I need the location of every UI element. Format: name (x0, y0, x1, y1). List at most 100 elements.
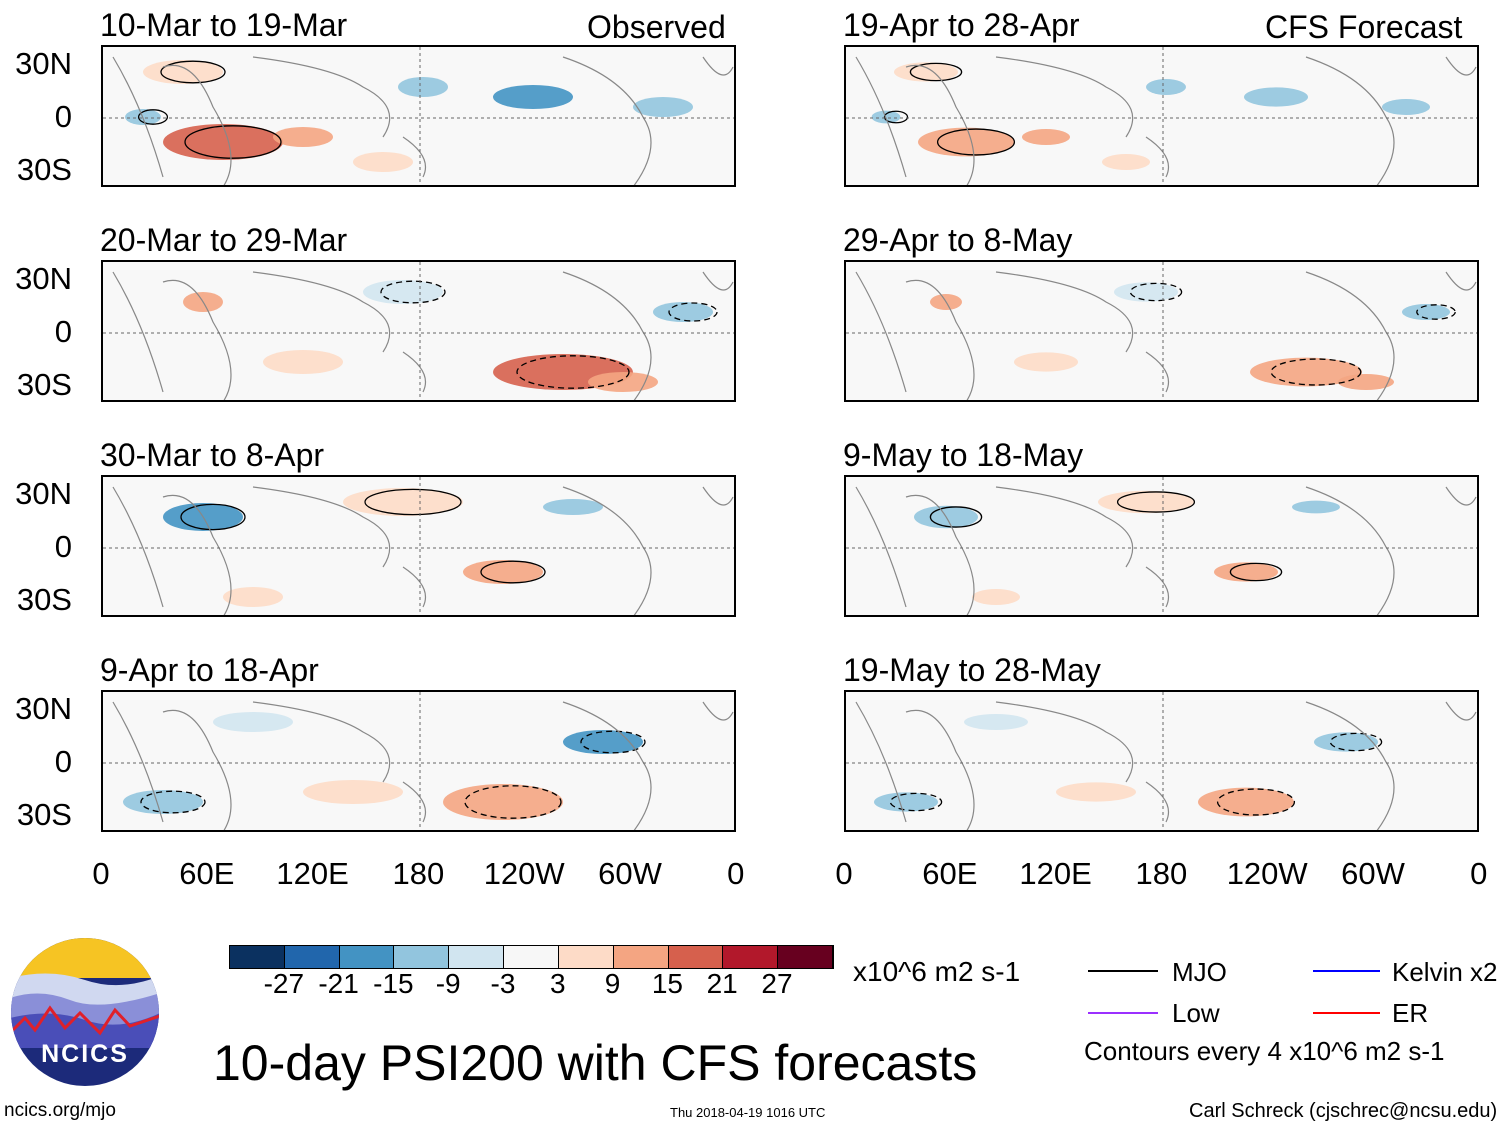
map-panel-observed-1 (101, 45, 736, 187)
anomaly-shading (1022, 129, 1070, 145)
mjo-contour (580, 730, 646, 754)
coastlines (112, 486, 734, 615)
figure-title: 10-day PSI200 with CFS forecasts (213, 1035, 978, 1091)
lon-tick: 180 (392, 856, 445, 891)
legend-label-er: ER (1392, 998, 1429, 1028)
anomaly-shading (1338, 374, 1394, 390)
mjo-contour (516, 355, 630, 389)
lon-tick: 0 (727, 856, 745, 891)
lon-tick: 60W (598, 856, 662, 891)
anomaly-shading (1402, 304, 1450, 320)
coastlines (112, 56, 734, 185)
anomaly-shading (223, 587, 283, 607)
mjo-contour (1416, 304, 1456, 320)
map-panel-observed-2 (101, 260, 736, 402)
lat-tick: 30S (16, 582, 72, 617)
lat-tick: 30S (16, 797, 72, 832)
lat-tick: 30S (16, 152, 72, 187)
mjo-contour (140, 790, 206, 814)
mjo-contour (160, 60, 226, 84)
mjo-contour (1116, 491, 1196, 513)
legend-line-er (1313, 1012, 1380, 1014)
colorbar-label: 3 (550, 968, 566, 999)
anomaly-shading (588, 372, 658, 392)
timestamp: Thu 2018-04-19 1016 UTC (670, 1105, 826, 1120)
mjo-contour (1129, 282, 1183, 302)
panel-title: 29-Apr to 8-May (843, 222, 1073, 258)
mjo-contour (936, 128, 1016, 156)
anomaly-shading (1314, 732, 1378, 752)
mjo-contour (1229, 562, 1283, 582)
colorbar (229, 945, 834, 969)
colorbar-label: -21 (318, 968, 359, 999)
anomaly-shading (1102, 154, 1150, 170)
colorbar-swatch (778, 946, 833, 968)
mjo-contour (1216, 788, 1296, 816)
anomaly-shading (1214, 562, 1278, 582)
coastlines (855, 701, 1477, 830)
map-panel-observed-3 (101, 475, 736, 617)
colorbar-swatch (558, 946, 614, 968)
site-url[interactable]: ncics.org/mjo (4, 1100, 116, 1121)
coastlines (112, 271, 734, 400)
legend-label-mjo: MJO (1172, 957, 1227, 987)
lat-tick: 30S (16, 367, 72, 402)
legend-line-mjo (1088, 970, 1158, 972)
lat-tick: 0 (54, 314, 72, 349)
lon-tick: 60E (922, 856, 978, 891)
anomaly-shading (463, 560, 543, 584)
legend-line-low (1088, 1012, 1158, 1014)
colorbar-label: 27 (761, 968, 793, 999)
mjo-contour (929, 506, 983, 528)
panel-title: 19-Apr to 28-Apr (843, 7, 1080, 43)
lon-tick: 180 (1135, 856, 1188, 891)
anomaly-shading (653, 302, 713, 322)
anomaly-shading (1098, 490, 1194, 514)
lat-tick: 30N (15, 46, 72, 81)
colorbar-label: -27 (263, 968, 305, 999)
panel-title: 9-Apr to 18-Apr (100, 652, 319, 688)
coastlines (855, 56, 1477, 185)
observed-label: Observed (587, 9, 726, 45)
colorbar-swatch (449, 946, 505, 968)
colorbar-swatch (339, 946, 395, 968)
ncics-logo: NCICS (11, 938, 159, 1086)
colorbar-swatch (504, 946, 559, 968)
anomaly-shading (543, 499, 603, 515)
anomaly-shading (303, 780, 403, 804)
coastlines (855, 486, 1477, 615)
colorbar-swatch (284, 946, 340, 968)
contour-note: Contours every 4 x10^6 m2 s-1 (1084, 1036, 1445, 1066)
map-panel-forecast-3 (844, 475, 1479, 617)
anomaly-shading (363, 280, 443, 304)
anomaly-shading (1292, 500, 1340, 514)
anomaly-shading (1198, 787, 1294, 817)
mjo-contour (1270, 358, 1362, 386)
colorbar-swatch (613, 946, 669, 968)
colorbar-swatch (394, 946, 450, 968)
lon-tick: 120W (483, 856, 565, 891)
lon-tick: 120E (276, 856, 349, 891)
anomaly-shading (143, 60, 223, 84)
anomaly-shading (353, 152, 413, 172)
anomaly-shading (1114, 282, 1178, 302)
anomaly-shading (273, 127, 333, 147)
anomaly-shading (263, 350, 343, 374)
mjo-contour (380, 280, 446, 304)
lat-tick: 0 (54, 744, 72, 779)
anomaly-shading (972, 589, 1020, 605)
lat-tick: 30N (15, 691, 72, 726)
colorbar-swatch (230, 946, 285, 968)
lat-tick: 30N (15, 476, 72, 511)
anomaly-shading (1382, 99, 1430, 115)
colorbar-label: -9 (435, 968, 461, 999)
mjo-contour (137, 109, 169, 125)
map-panel-forecast-1 (844, 45, 1479, 187)
anomaly-shading (1056, 782, 1136, 802)
lon-tick: 60E (179, 856, 235, 891)
map-panel-forecast-2 (844, 260, 1479, 402)
panel-title: 19-May to 28-May (843, 652, 1101, 688)
lon-tick: 0 (835, 856, 853, 891)
anomaly-shading (633, 97, 693, 117)
credit: Carl Schreck (cjschrec@ncsu.edu) (1189, 1100, 1498, 1122)
